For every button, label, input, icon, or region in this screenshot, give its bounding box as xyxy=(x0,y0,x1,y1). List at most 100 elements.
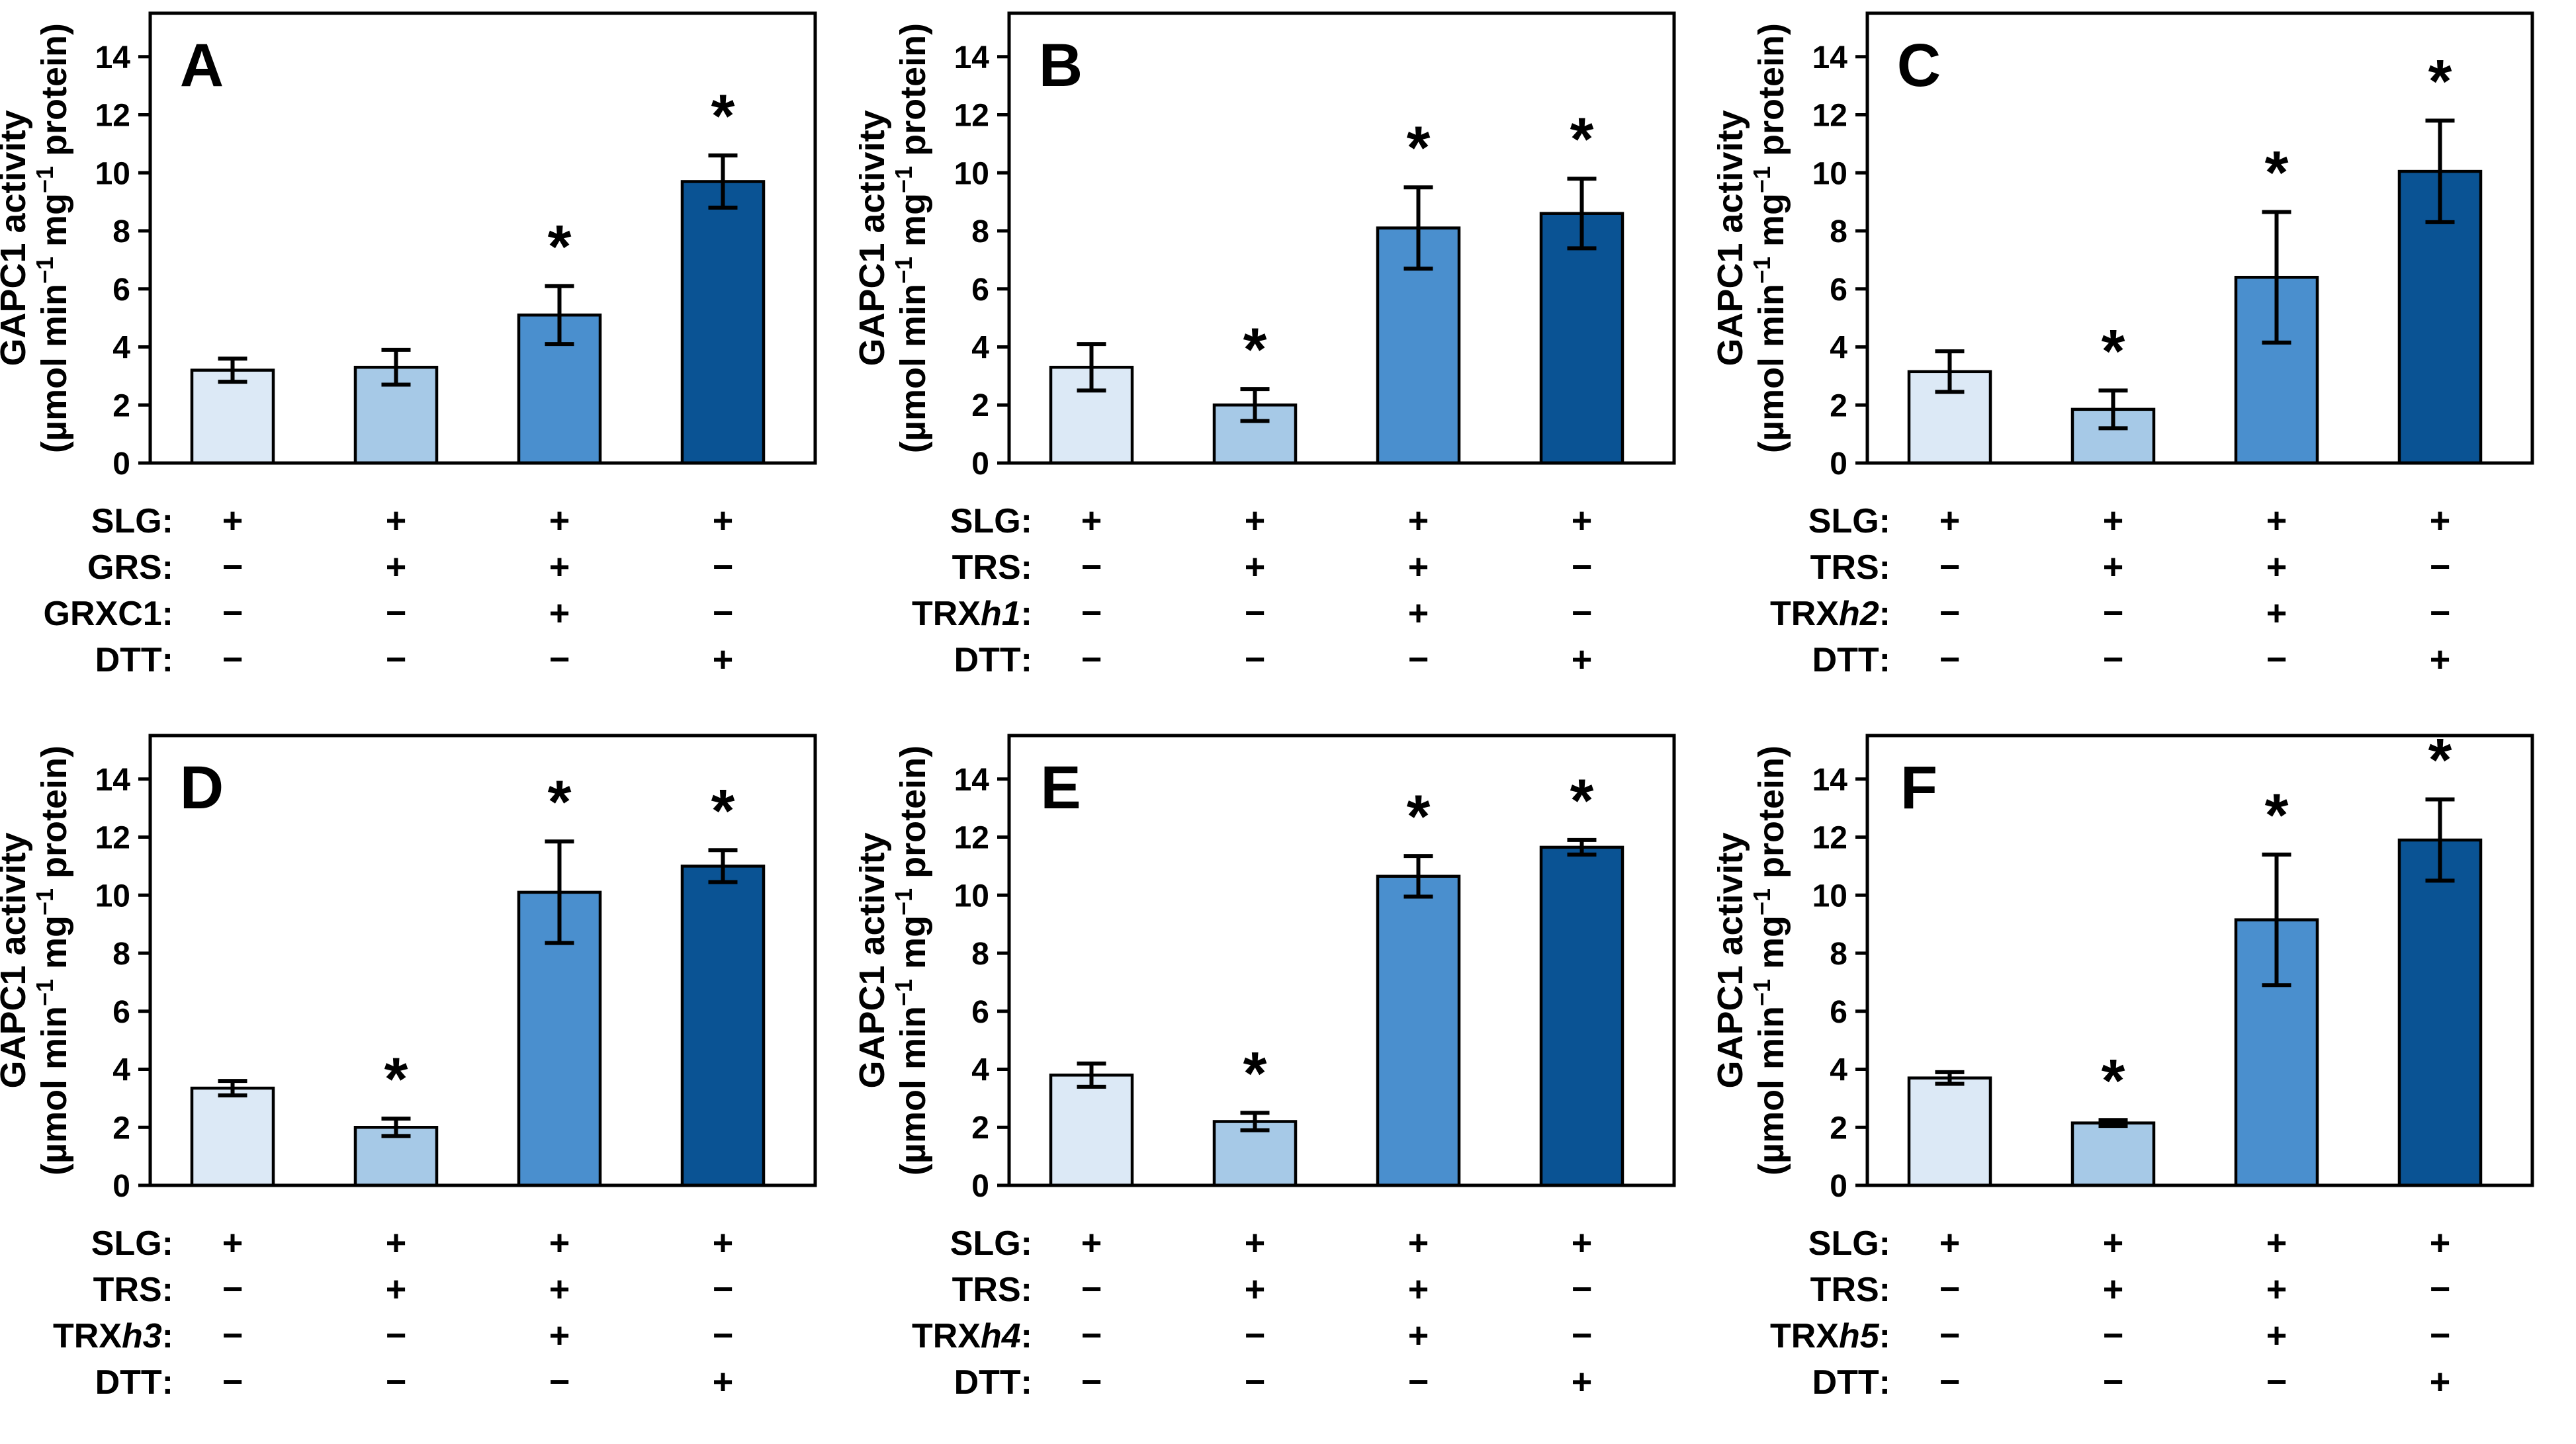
condition-value: − xyxy=(713,1315,734,1355)
condition-value: − xyxy=(2103,593,2124,633)
y-axis-tick-label: 6 xyxy=(1830,994,1848,1029)
condition-row-label: DTT: xyxy=(95,641,173,679)
significance-asterisk: * xyxy=(1570,106,1593,173)
condition-row-label: DTT: xyxy=(1812,1363,1890,1401)
condition-row-label: DTT: xyxy=(1812,641,1890,679)
chart-svg-panel-f: * * * 0 2 4 6 8 10 12 14 GAPC1 activity(µmol min−1 … xyxy=(1717,726,2534,1402)
y-axis-tick-label: 6 xyxy=(971,273,989,308)
condition-value: − xyxy=(2103,640,2124,679)
y-axis-tick-label: 12 xyxy=(954,99,989,134)
error-bar xyxy=(1077,342,1106,393)
condition-row-label: TRS: xyxy=(952,548,1032,587)
condition-value: − xyxy=(222,1361,244,1401)
condition-value: + xyxy=(1407,1316,1429,1355)
condition-value: + xyxy=(1939,1222,1961,1262)
bar xyxy=(1049,1073,1133,1187)
condition-row-label: TRXh4: xyxy=(912,1317,1032,1355)
y-axis-title-line1: GAPC1 activity xyxy=(0,110,33,366)
condition-value: − xyxy=(1081,547,1102,587)
bar xyxy=(1376,874,1460,1187)
significance-asterisk: * xyxy=(1570,767,1593,834)
error-bar xyxy=(2425,797,2455,882)
y-axis-title-line1: GAPC1 activity xyxy=(1717,832,1750,1088)
y-axis-tick-label: 2 xyxy=(112,1111,130,1146)
error-bar xyxy=(381,1116,411,1138)
bar xyxy=(2398,838,2483,1187)
condition-value: − xyxy=(713,547,734,587)
plot-frame xyxy=(148,11,817,465)
condition-row-label: TRS: xyxy=(1810,548,1890,587)
condition-row-label: GRXC1: xyxy=(44,595,173,633)
bar xyxy=(2071,1121,2156,1187)
condition-row-label: SLG: xyxy=(1808,1224,1890,1262)
condition-value: − xyxy=(1244,1316,1265,1355)
significance-asterisk: * xyxy=(711,83,735,150)
condition-value: + xyxy=(1571,1223,1592,1263)
condition-value: − xyxy=(222,547,244,587)
error-bar xyxy=(1567,837,1597,857)
error-bar xyxy=(2098,1117,2128,1128)
condition-value: + xyxy=(1939,501,1961,540)
y-axis-tick-label: 14 xyxy=(95,762,131,797)
panel-f: * * * 0 2 4 6 8 10 12 14 GAPC1 activity (µmol min−1 … xyxy=(1717,722,2576,1444)
condition-value: + xyxy=(2430,640,2451,679)
y-axis-tick-label: 2 xyxy=(1830,1111,1848,1146)
error-bar xyxy=(2098,388,2128,431)
condition-value: + xyxy=(386,1269,407,1308)
condition-value: + xyxy=(549,1269,570,1308)
bar xyxy=(680,864,766,1187)
condition-value: + xyxy=(2266,547,2287,587)
condition-row-label: DTT: xyxy=(954,641,1032,679)
error-bar xyxy=(1935,1070,1965,1085)
y-axis-tick-label: 4 xyxy=(1830,331,1848,366)
y-axis-tick-label: 14 xyxy=(95,40,131,75)
y-axis-tick-label: 2 xyxy=(971,388,989,423)
significance-asterisk: * xyxy=(548,769,572,836)
condition-value: + xyxy=(2266,1315,2287,1355)
bar xyxy=(190,1086,275,1187)
condition-value: + xyxy=(713,501,734,540)
y-axis-tick-label: 8 xyxy=(112,214,130,249)
y-axis-title-line2: (µmol min−1 mg−1 protein) xyxy=(1748,745,1791,1175)
condition-value: + xyxy=(1407,593,1429,633)
condition-row-label: TRS: xyxy=(952,1271,1032,1309)
condition-value: − xyxy=(549,640,570,679)
condition-value: + xyxy=(713,640,734,679)
condition-value: − xyxy=(1407,640,1429,679)
y-axis-tick-label: 2 xyxy=(1830,388,1848,423)
condition-value: − xyxy=(549,1361,570,1401)
y-axis-tick-label: 8 xyxy=(112,937,130,972)
y-axis-tick-label: 14 xyxy=(954,762,989,797)
significance-asterisk: * xyxy=(1243,316,1266,384)
condition-value: − xyxy=(222,593,244,633)
condition-value: + xyxy=(2430,1222,2451,1262)
y-axis-tick-label: 14 xyxy=(1812,762,1848,797)
condition-value: − xyxy=(386,1315,407,1355)
condition-row-label: SLG: xyxy=(1808,502,1890,540)
condition-value: − xyxy=(1081,640,1102,679)
condition-value: + xyxy=(1244,501,1265,540)
condition-value: − xyxy=(1081,1269,1102,1309)
condition-row-label: TRS: xyxy=(93,1270,173,1308)
y-axis-title-line2: (µmol min−1 mg−1 protein) xyxy=(1748,23,1791,453)
significance-asterisk: * xyxy=(2102,318,2125,385)
chart-svg-panel-e: * * * 0 2 4 6 8 10 12 14 GAPC1 activity(µmol min−1 … xyxy=(859,734,1676,1402)
error-bar xyxy=(1240,1110,1270,1132)
y-axis-tick-label: 6 xyxy=(1830,273,1848,308)
condition-value: + xyxy=(2266,1269,2287,1308)
y-axis-tick-label: 10 xyxy=(1812,878,1847,913)
condition-value: + xyxy=(386,547,407,587)
panel-letter: D xyxy=(180,753,224,821)
condition-value: − xyxy=(2103,1361,2124,1401)
condition-value: + xyxy=(2266,1222,2287,1262)
y-axis-tick-label: 4 xyxy=(112,331,130,366)
panel-letter: C xyxy=(1897,32,1941,99)
significance-asterisk: * xyxy=(384,1046,408,1113)
condition-value: + xyxy=(549,501,570,540)
error-bar xyxy=(218,1078,247,1097)
error-bar xyxy=(1077,1061,1106,1089)
condition-value: + xyxy=(2103,1222,2124,1262)
bar xyxy=(1539,212,1624,465)
condition-value: − xyxy=(222,1269,244,1308)
panel-letter: A xyxy=(180,32,224,99)
